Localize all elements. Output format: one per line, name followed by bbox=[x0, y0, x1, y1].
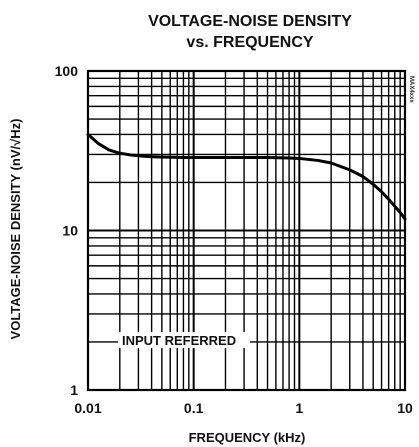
plot-grid bbox=[86, 69, 407, 392]
x-tick-label: 0.01 bbox=[74, 400, 101, 416]
y-tick-label: 1 bbox=[70, 382, 78, 398]
plot-frame bbox=[86, 69, 407, 392]
input-referred-label: INPUT REFERRED bbox=[122, 333, 236, 348]
y-tick-label: 100 bbox=[55, 63, 79, 79]
x-axis-label: FREQUENCY (kHz) bbox=[189, 430, 306, 445]
figure-id-label: MAX4xxx bbox=[408, 76, 414, 103]
chart-title-line-1: VOLTAGE-NOISE DENSITY bbox=[148, 13, 352, 30]
chart-title-line-2: vs. FREQUENCY bbox=[186, 34, 313, 51]
x-tick-label: 0.1 bbox=[184, 400, 204, 416]
y-tick-label: 10 bbox=[62, 223, 78, 239]
x-tick-label: 10 bbox=[397, 400, 413, 416]
input-referred-label-bg bbox=[118, 332, 250, 348]
noise-density-curve bbox=[86, 132, 407, 221]
y-axis-label: VOLTAGE-NOISE DENSITY (nV/√Hz) bbox=[8, 119, 23, 340]
axis-ticks: 0.01 0.1 1 10 1 10 100 bbox=[55, 63, 413, 416]
x-tick-label: 1 bbox=[295, 400, 303, 416]
